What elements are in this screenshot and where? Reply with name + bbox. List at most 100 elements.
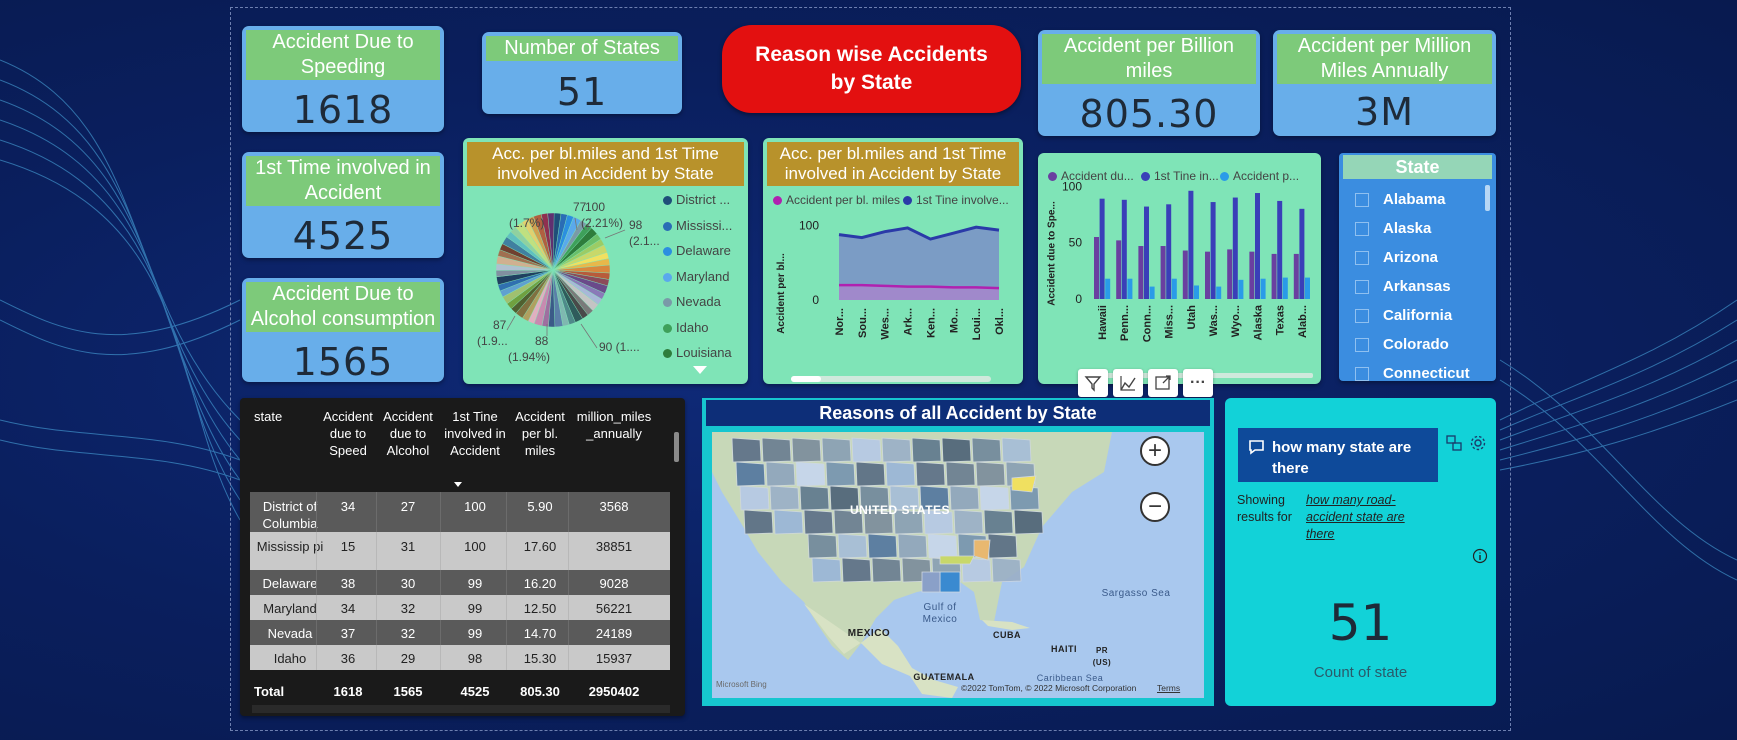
map-state-shape[interactable] [829,485,860,511]
more-options-button[interactable]: ··· [1183,369,1213,397]
bar[interactable] [1121,199,1127,299]
map-state-shape[interactable] [795,461,826,487]
pie-legend-item[interactable]: Nevada [663,294,721,309]
bar[interactable] [1116,240,1122,299]
map-state-shape[interactable] [973,539,991,561]
table-row[interactable] [250,492,670,532]
map-state-shape[interactable] [991,557,1022,583]
pie-legend-item[interactable]: District ... [663,192,730,207]
map-state-shape[interactable] [921,571,941,593]
kpi-states-card[interactable]: Number of States 51 [482,32,682,114]
slicer-item[interactable]: Alaska [1355,220,1431,237]
qa-visual[interactable]: how many state are there Showing results… [1225,398,1496,706]
slicer-item[interactable]: Alabama [1355,191,1446,208]
checkbox-icon[interactable] [1355,250,1369,265]
slicer-scroll-thumb[interactable] [1485,185,1490,211]
map-state-shape[interactable] [841,557,872,583]
bar[interactable] [1299,208,1305,299]
map-state-shape[interactable] [791,437,822,463]
map-state-shape[interactable] [923,509,954,535]
bar[interactable] [1144,206,1149,299]
map-state-shape[interactable] [773,509,804,535]
map-state-shape[interactable] [851,437,882,463]
map-state-shape[interactable] [889,485,920,511]
bar[interactable] [1188,190,1194,299]
slicer-item[interactable]: Arizona [1355,249,1438,266]
focus-button[interactable] [1113,369,1143,397]
slicer-item[interactable]: Arkansas [1355,278,1451,295]
pie-legend-item[interactable]: Maryland [663,269,729,284]
table-header-cell[interactable]: 1st Tine involved in Accident [444,409,506,458]
bar[interactable] [1305,277,1310,299]
area-chart[interactable]: 100 0 Nor... Sou... Wes... Ark... Ken... Mo... L… [763,138,1023,384]
bar[interactable] [1099,198,1105,299]
bar[interactable] [1238,279,1244,299]
map-state-shape[interactable] [825,461,856,487]
map-state-shape[interactable] [765,461,796,487]
map-state-shape[interactable] [743,509,774,535]
map-state-shape[interactable] [885,461,916,487]
map-state-shape[interactable] [855,461,886,487]
bar[interactable] [1271,253,1277,299]
pie-chart[interactable] [463,138,748,384]
bar[interactable] [1182,250,1188,299]
bar[interactable] [1282,277,1288,299]
checkbox-icon[interactable] [1355,221,1369,236]
pie-slice[interactable] [547,212,555,271]
state-table[interactable]: state Accident due to Speed Accident due t… [240,398,685,716]
map-state-shape[interactable] [1011,475,1037,493]
map-state-shape[interactable] [975,461,1006,487]
map-state-shape[interactable] [803,509,834,535]
kpi-million-miles-card[interactable]: Accident per Million Miles Annually 3M [1273,30,1496,136]
line-series-per-bl-miles[interactable] [839,283,1000,290]
table-scroll-thumb[interactable] [674,432,679,462]
zoom-out-button[interactable]: − [1140,492,1170,522]
bar[interactable] [1105,278,1111,299]
map-state-shape[interactable] [893,509,924,535]
kpi-first-time-card[interactable]: 1st Time involved in Accident 4525 [242,152,444,258]
area-series-first-time[interactable] [839,227,999,300]
bar[interactable] [1094,237,1099,299]
map-state-shape[interactable] [833,509,864,535]
slicer-item[interactable]: California [1355,307,1452,324]
map-state-shape[interactable] [939,555,975,565]
sort-desc-icon[interactable] [454,482,462,487]
checkbox-icon[interactable] [1355,279,1369,294]
map-state-shape[interactable] [859,485,890,511]
table-header-cell[interactable]: Accident due to Speed [323,409,373,458]
table-header-cell[interactable]: million_miles _annually [576,409,652,441]
checkbox-icon[interactable] [1355,308,1369,323]
map-state-shape[interactable] [953,509,984,535]
map-state-shape[interactable] [811,557,842,583]
bar[interactable] [1277,200,1283,299]
pie-legend-item[interactable]: Louisiana [663,345,732,360]
map-state-shape[interactable] [1013,509,1044,535]
bar[interactable] [1171,278,1177,299]
pie-chart-panel[interactable]: Acc. per bl.miles and 1st Time involved … [463,138,748,384]
legend-scroll-down-icon[interactable] [693,366,707,374]
bar[interactable] [1160,246,1166,299]
map-state-shape[interactable] [799,485,830,511]
map-state-shape[interactable] [837,533,868,559]
checkbox-icon[interactable] [1355,192,1369,207]
table-header-cell[interactable]: Accident per bl. miles [515,409,565,458]
area-scrollbar[interactable] [791,376,991,382]
area-scroll-thumb[interactable] [791,376,821,382]
bar[interactable] [1249,251,1255,299]
map-state-shape[interactable] [915,461,946,487]
state-slicer[interactable]: State Alabama Alaska Arizona Arkansas Califo… [1339,153,1496,381]
map-state-shape[interactable] [919,485,950,511]
table-row[interactable] [250,595,670,620]
table-row[interactable] [250,532,670,570]
map-state-shape[interactable] [821,437,852,463]
pie-legend-item[interactable]: Idaho [663,320,709,335]
map-state-shape[interactable] [735,461,766,487]
info-icon[interactable] [1472,548,1488,564]
bar[interactable] [1194,285,1199,299]
map-state-shape[interactable] [863,509,894,535]
map-state-shape[interactable] [871,557,902,583]
bar[interactable] [1205,251,1210,299]
map-state-shape[interactable] [939,571,961,593]
bar[interactable] [1293,253,1299,299]
